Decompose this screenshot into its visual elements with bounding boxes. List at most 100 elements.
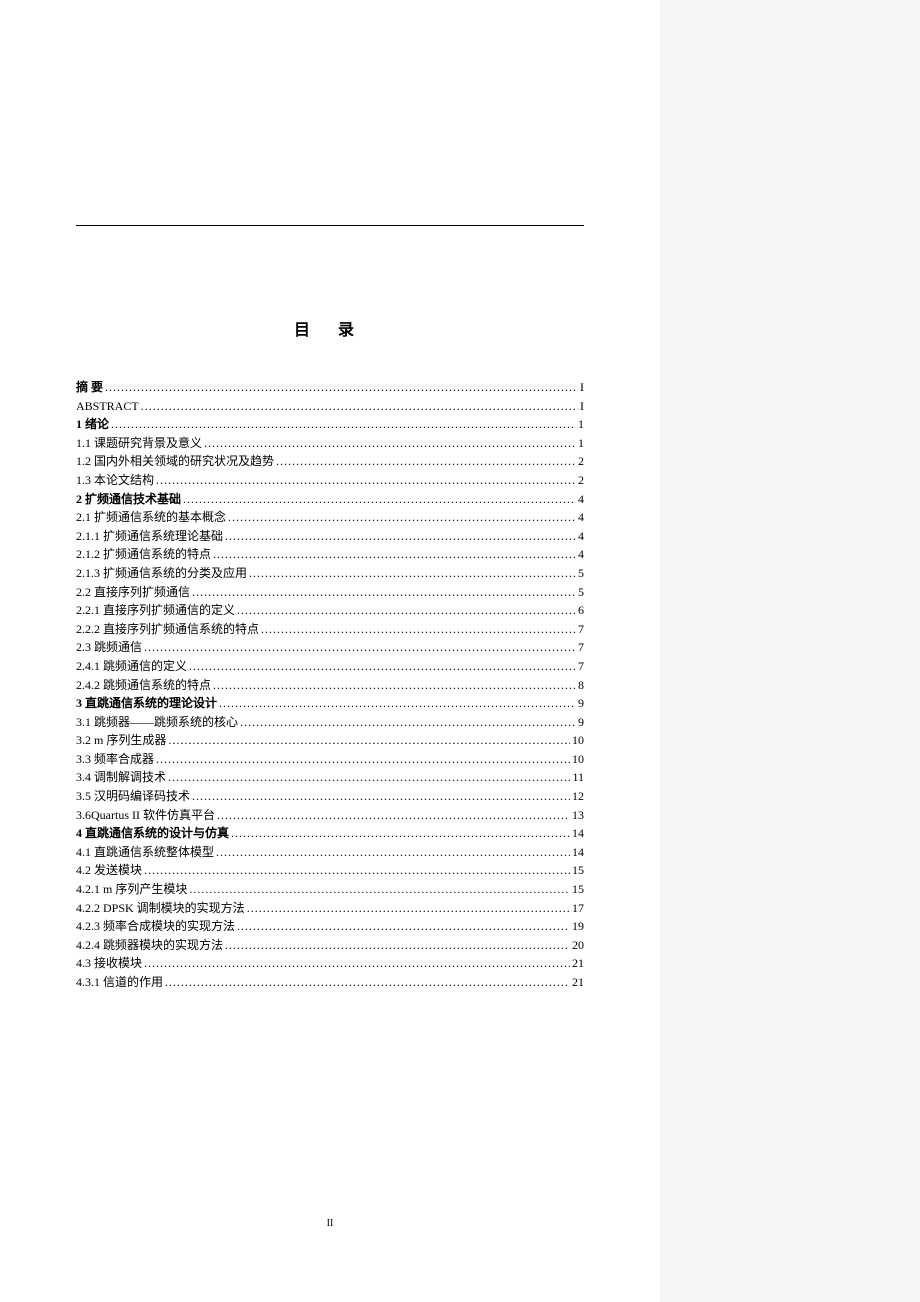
- toc-label: 3.2 m 序列生成器: [76, 731, 166, 750]
- toc-page: 17: [572, 899, 584, 918]
- toc-page: 6: [578, 601, 584, 620]
- toc-page: 14: [572, 843, 584, 862]
- toc-label: 2.3 跳频通信: [76, 638, 142, 657]
- toc-dots: [144, 954, 570, 973]
- toc-page: 7: [578, 638, 584, 657]
- toc-label: 1.2 国内外相关领域的研究状况及趋势: [76, 452, 274, 471]
- toc-page: I: [580, 378, 584, 397]
- toc-label: 4.1 直跳通信系统整体模型: [76, 843, 214, 862]
- toc-entry: 3.4 调制解调技术11: [76, 768, 584, 787]
- toc-page: 21: [572, 954, 584, 973]
- toc-dots: [204, 434, 576, 453]
- toc-page: 14: [572, 824, 584, 843]
- toc-entry: 2.2 直接序列扩频通信 5: [76, 583, 584, 602]
- toc-entry: 4.3 接收模块 21: [76, 954, 584, 973]
- toc-entry: 1 绪论 1: [76, 415, 584, 434]
- toc-entry: 1.1 课题研究背景及意义 1: [76, 434, 584, 453]
- toc-page: 15: [572, 880, 584, 899]
- toc-dots: [165, 973, 570, 992]
- toc-dots: [111, 415, 576, 434]
- toc-label: 2.2 直接序列扩频通信: [76, 583, 190, 602]
- toc-page: 9: [578, 713, 584, 732]
- toc-label: 4.2.2 DPSK 调制模块的实现方法: [76, 899, 245, 918]
- toc-dots: [189, 880, 570, 899]
- toc-label: 4.2.3 频率合成模块的实现方法: [76, 917, 235, 936]
- toc-label: 4.3 接收模块: [76, 954, 142, 973]
- toc-page: 7: [578, 620, 584, 639]
- toc-entry: 3 直跳通信系统的理论设计 9: [76, 694, 584, 713]
- toc-page: 1: [578, 434, 584, 453]
- toc-page: 19: [572, 917, 584, 936]
- toc-dots: [192, 583, 576, 602]
- toc-page: 11: [572, 768, 584, 787]
- toc-page: 4: [578, 508, 584, 527]
- toc-entry: 4.2 发送模块15: [76, 861, 584, 880]
- toc-label: 2 扩频通信技术基础: [76, 490, 181, 509]
- toc-label: 3.3 频率合成器: [76, 750, 154, 769]
- toc-entry: 3.6Quartus II 软件仿真平台 13: [76, 806, 584, 825]
- toc-label: 3.1 跳频器——跳频系统的核心: [76, 713, 238, 732]
- toc-dots: [213, 676, 576, 695]
- toc-dots: [144, 638, 576, 657]
- toc-dots: [144, 861, 570, 880]
- toc-dots: [219, 694, 576, 713]
- toc-dots: [237, 917, 570, 936]
- toc-page: I: [580, 397, 584, 416]
- toc-dots: [189, 657, 576, 676]
- sidebar-area: [660, 0, 920, 1302]
- toc-page: 1: [578, 415, 584, 434]
- toc-entry: 4.1 直跳通信系统整体模型 14: [76, 843, 584, 862]
- toc-entry: ABSTRACTI: [76, 397, 584, 416]
- toc-dots: [231, 824, 570, 843]
- toc-entry: 4.2.2 DPSK 调制模块的实现方法 17: [76, 899, 584, 918]
- toc-entry: 4.2.1 m 序列产生模块15: [76, 880, 584, 899]
- toc-entry: 4 直跳通信系统的设计与仿真14: [76, 824, 584, 843]
- toc-label: 摘 要: [76, 378, 103, 397]
- toc-label: 2.1.1 扩频通信系统理论基础: [76, 527, 223, 546]
- toc-dots: [249, 564, 576, 583]
- toc-entry: 2.4.1 跳频通信的定义 7: [76, 657, 584, 676]
- toc-page: 9: [578, 694, 584, 713]
- toc-label: 2.2.1 直接序列扩频通信的定义: [76, 601, 235, 620]
- toc-dots: [168, 731, 570, 750]
- toc-page: 8: [578, 676, 584, 695]
- toc-label: 2.4.1 跳频通信的定义: [76, 657, 187, 676]
- toc-entry: 3.2 m 序列生成器10: [76, 731, 584, 750]
- toc-dots: [168, 768, 570, 787]
- toc-list: 摘 要 IABSTRACTI1 绪论 1 1.1 课题研究背景及意义 1 1.2 国内外相…: [76, 378, 584, 992]
- toc-entry: 摘 要I: [76, 378, 584, 397]
- toc-dots: [217, 806, 570, 825]
- toc-page: 5: [578, 583, 584, 602]
- toc-dots: [237, 601, 576, 620]
- toc-label: 1.1 课题研究背景及意义: [76, 434, 202, 453]
- toc-page: 13: [572, 806, 584, 825]
- toc-dots: [192, 787, 570, 806]
- toc-label: 1 绪论: [76, 415, 109, 434]
- toc-label: 3 直跳通信系统的理论设计: [76, 694, 217, 713]
- toc-dots: [216, 843, 570, 862]
- toc-dots: [228, 508, 576, 527]
- page-number: II: [0, 1218, 660, 1229]
- toc-label: 3.6Quartus II 软件仿真平台: [76, 806, 215, 825]
- toc-entry: 3.3 频率合成器10: [76, 750, 584, 769]
- toc-dots: [225, 936, 570, 955]
- toc-entry: 1.3 本论文结构2: [76, 471, 584, 490]
- toc-page: 15: [572, 861, 584, 880]
- toc-entry: 2.2.1 直接序列扩频通信的定义 6: [76, 601, 584, 620]
- toc-label: 2.1 扩频通信系统的基本概念: [76, 508, 226, 527]
- toc-dots: [156, 471, 576, 490]
- toc-dots: [276, 452, 576, 471]
- page-wrapper: 目 录 摘 要IABSTRACTI1 绪论11.1 课题研究背景及意义11.2 …: [0, 0, 920, 1302]
- toc-page: 4: [578, 490, 584, 509]
- toc-label: 4.2.4 跳频器模块的实现方法: [76, 936, 223, 955]
- toc-page: 12: [572, 787, 584, 806]
- toc-entry: 2.1.2 扩频通信系统的特点4: [76, 545, 584, 564]
- toc-dots: [261, 620, 576, 639]
- toc-label: 3.5 汉明码编译码技术: [76, 787, 190, 806]
- toc-dots: [247, 899, 570, 918]
- toc-entry: 3.5 汉明码编译码技术 12: [76, 787, 584, 806]
- toc-dots: [240, 713, 576, 732]
- toc-page: 7: [578, 657, 584, 676]
- toc-page: 20: [572, 936, 584, 955]
- toc-entry: 4.2.4 跳频器模块的实现方法 20: [76, 936, 584, 955]
